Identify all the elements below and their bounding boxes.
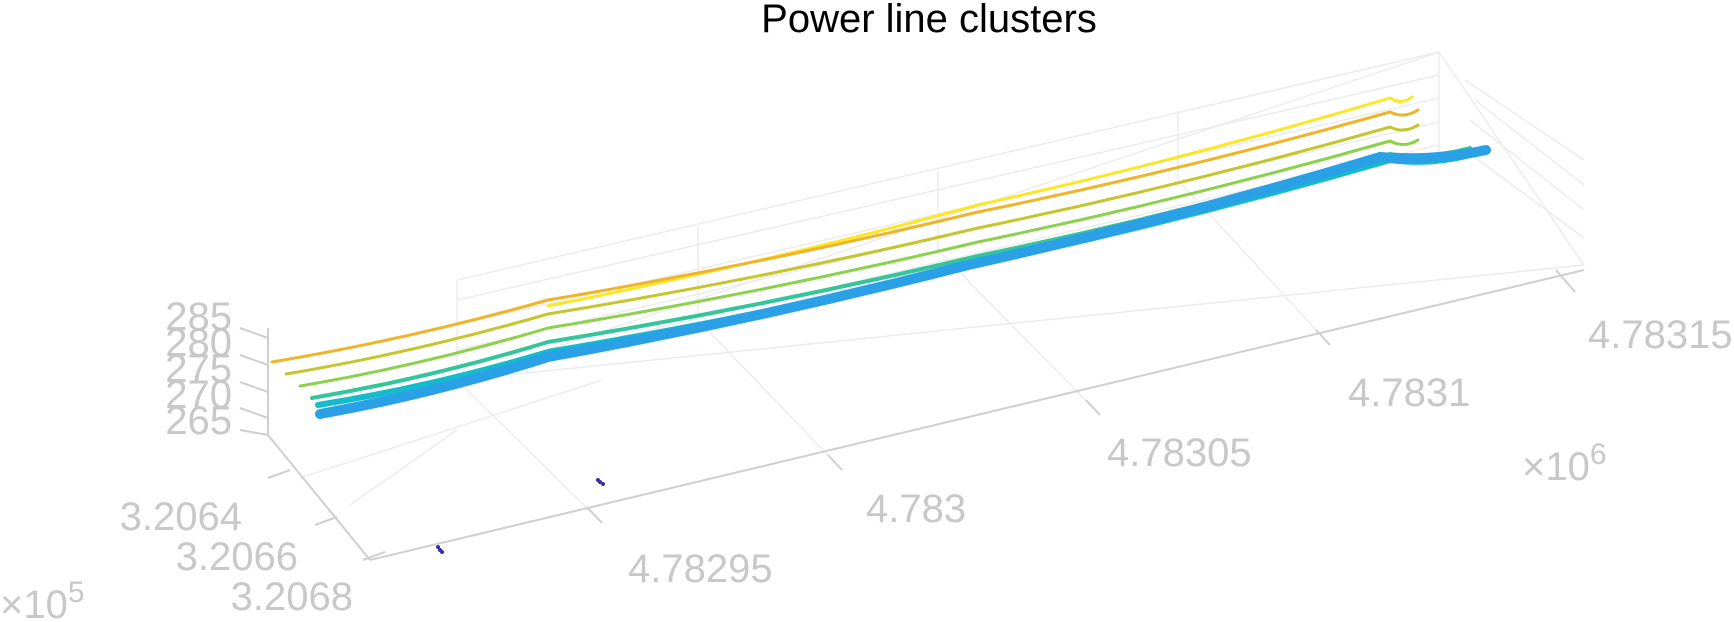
y-tick-labels: 3.2064 3.2066 3.2068 ×105 [0, 495, 353, 622]
z-tick-label: 270 [165, 373, 232, 417]
grid-line [456, 51, 1440, 381]
z-tick-label: 285 [165, 295, 232, 339]
z-tick-label: 265 [165, 399, 232, 443]
y-tick-label: 3.2068 [231, 575, 353, 619]
y-tick-mark [314, 516, 338, 526]
y-axis-multiplier-exponent: 5 [68, 576, 85, 609]
grid-line [349, 429, 458, 506]
grid-line [299, 379, 603, 479]
y-axis-line [267, 434, 371, 561]
y-tick-label: 3.2064 [120, 495, 242, 539]
y-tick-label: 3.2066 [176, 535, 298, 579]
cluster-8-point [601, 482, 605, 486]
x-tick-label: 4.78315 [1588, 313, 1733, 357]
cluster-8-point [598, 480, 602, 484]
z-tick-labels: 285 280 275 270 265 [165, 295, 232, 443]
cluster-3-points [284, 123, 1420, 376]
y-tick-mark [267, 469, 291, 479]
z-tick-label: 275 [165, 347, 232, 391]
z-tick-mark [239, 407, 269, 419]
cluster-4-points [298, 138, 1420, 388]
cluster-8-point [436, 545, 440, 549]
y-tick-mark [362, 551, 386, 561]
x-tick-label: 4.78295 [628, 547, 773, 591]
x-axis-multiplier: ×106 [1522, 438, 1607, 489]
x-tick-mark [827, 454, 843, 471]
cluster-7-points [315, 145, 1491, 419]
cluster-8-point [440, 550, 444, 554]
x-tick-label: 4.78305 [1107, 431, 1252, 475]
grid-line [1474, 99, 1585, 186]
x-axis-multiplier-exponent: 6 [1590, 438, 1607, 471]
grid-line [937, 249, 1101, 416]
chart-title: Power line clusters [761, 0, 1097, 41]
x-tick-mark [587, 507, 603, 524]
z-tick-mark [239, 429, 269, 436]
x-tick-mark [1085, 399, 1101, 416]
grid-line [456, 51, 1440, 281]
grid-lines [299, 51, 1585, 524]
axes [239, 269, 1585, 561]
y-axis-multiplier: ×105 [0, 576, 85, 622]
cluster-2-points [270, 108, 1420, 364]
z-tick-mark [239, 327, 269, 339]
x-tick-mark [1555, 269, 1576, 293]
grid-line [1464, 79, 1585, 161]
x-tick-label: 4.783 [866, 487, 966, 531]
x-tick-labels: 4.78295 4.783 4.78305 4.7831 4.78315 ×10… [628, 313, 1733, 591]
grid-line [1464, 149, 1585, 239]
z-tick-label: 280 [165, 321, 232, 365]
grid-line [1469, 119, 1585, 211]
grid-line [456, 379, 603, 524]
x-tick-label: 4.7831 [1348, 371, 1470, 415]
grid-line [1438, 51, 1585, 266]
z-tick-mark [239, 381, 269, 393]
x-axis-line [369, 269, 1585, 561]
grid-line [697, 319, 843, 471]
grid-line [456, 264, 1585, 381]
grid-line [456, 74, 1440, 301]
x-tick-mark [1315, 329, 1331, 346]
plot-data [270, 95, 1491, 554]
z-tick-mark [239, 354, 269, 366]
